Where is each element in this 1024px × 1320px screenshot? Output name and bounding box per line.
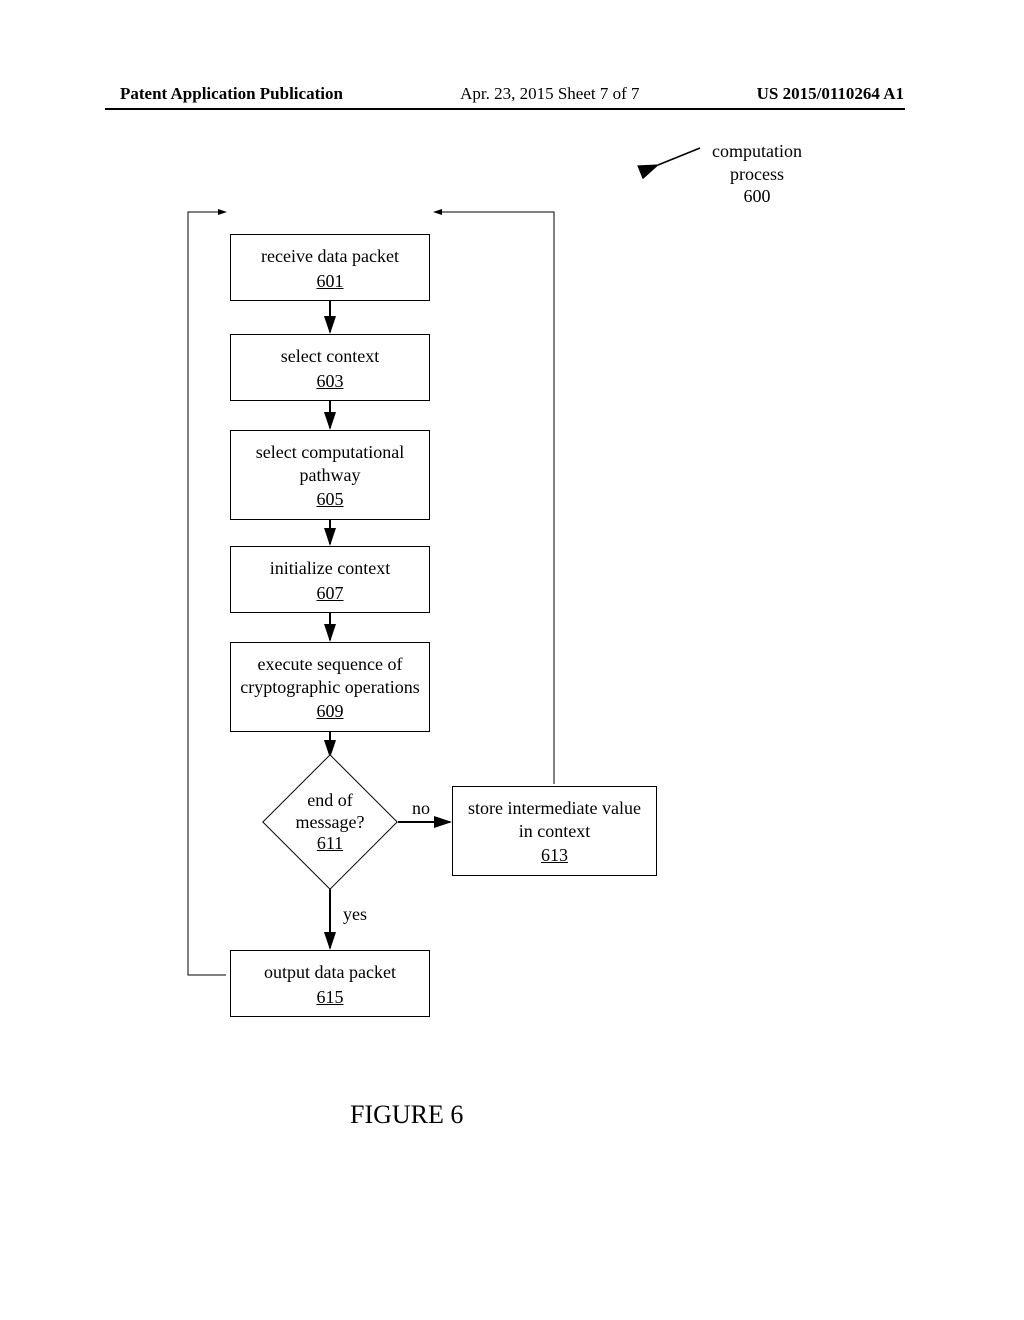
pointer-label: computation process 600 (712, 140, 802, 208)
node-607: initialize context 607 (230, 546, 430, 613)
node-603-text: select context (281, 346, 379, 366)
figure-caption: FIGURE 6 (350, 1100, 463, 1130)
node-603: select context 603 (230, 334, 430, 401)
header-rule (105, 108, 905, 110)
header-mid: Apr. 23, 2015 Sheet 7 of 7 (460, 84, 639, 104)
header-left: Patent Application Publication (120, 84, 343, 104)
node-607-ref: 607 (237, 582, 423, 605)
edge-label-no: no (412, 798, 430, 819)
node-609: execute sequence of cryptographic operat… (230, 642, 430, 732)
node-601-ref: 601 (237, 270, 423, 293)
node-605: select computational pathway 605 (230, 430, 430, 520)
node-609-line2: cryptographic operations (240, 677, 419, 697)
node-613: store intermediate value in context 613 (452, 786, 657, 876)
node-615-text: output data packet (264, 962, 396, 982)
node-615: output data packet 615 (230, 950, 430, 1017)
node-611-line2: message? (296, 812, 365, 832)
header-right: US 2015/0110264 A1 (757, 84, 904, 104)
node-601-text: receive data packet (261, 246, 399, 266)
edge-label-yes: yes (343, 904, 367, 925)
node-607-text: initialize context (270, 558, 390, 578)
pointer-arrow (658, 148, 700, 165)
node-611-line1: end of (307, 790, 352, 810)
node-605-line2: pathway (300, 465, 361, 485)
node-613-ref: 613 (459, 844, 650, 867)
header-line: Patent Application Publication Apr. 23, … (0, 84, 1024, 104)
node-603-ref: 603 (237, 370, 423, 393)
node-611-text: end of message? 611 (280, 790, 380, 855)
node-613-line2: in context (519, 821, 590, 841)
node-615-ref: 615 (237, 986, 423, 1009)
page-header: Patent Application Publication Apr. 23, … (0, 84, 1024, 104)
node-605-line1: select computational (256, 442, 404, 462)
node-613-line1: store intermediate value (468, 798, 641, 818)
pointer-line3: 600 (743, 186, 770, 206)
node-609-line1: execute sequence of (258, 654, 403, 674)
node-601: receive data packet 601 (230, 234, 430, 301)
diagram-area: computation process 600 receive data pac… (130, 140, 890, 1140)
pointer-line2: process (730, 164, 784, 184)
pointer-line1: computation (712, 141, 802, 161)
node-611-ref: 611 (317, 833, 343, 853)
node-609-ref: 609 (237, 700, 423, 723)
node-605-ref: 605 (237, 488, 423, 511)
